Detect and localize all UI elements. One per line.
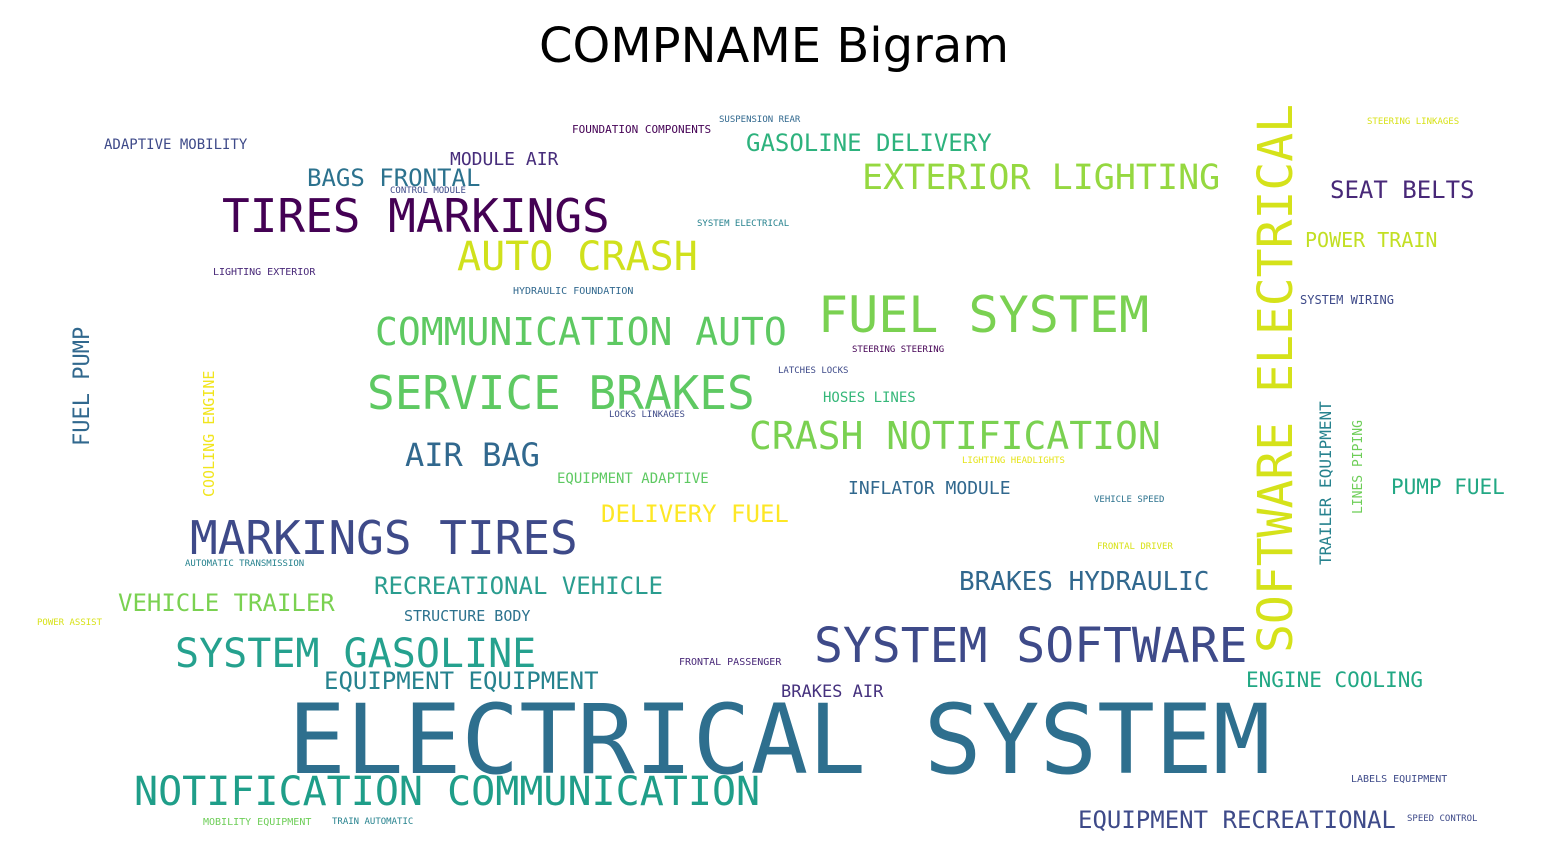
word-hoses-lines: HOSES LINES: [823, 390, 916, 406]
word-markings-tires: MARKINGS TIRES: [190, 511, 578, 565]
word-engine-cooling: ENGINE COOLING: [1246, 668, 1424, 692]
chart-title: COMPNAME Bigram: [538, 18, 1010, 74]
word-equipment-recreational: EQUIPMENT RECREATIONAL: [1078, 806, 1396, 834]
word-brakes-air: BRAKES AIR: [781, 682, 884, 702]
word-steering-linkages: STEERING LINKAGES: [1367, 117, 1460, 127]
word-system-wiring: SYSTEM WIRING: [1300, 293, 1394, 307]
word-vehicle-trailer: VEHICLE TRAILER: [118, 589, 335, 617]
word-mobility-equipment: MOBILITY EQUIPMENT: [203, 817, 312, 828]
word-frontal-driver: FRONTAL DRIVER: [1097, 542, 1173, 552]
word-hydraulic-foundation: HYDRAULIC FOUNDATION: [513, 286, 634, 297]
word-service-brakes: SERVICE BRAKES: [367, 366, 755, 420]
word-cooling-engine: COOLING ENGINE: [200, 370, 218, 497]
word-control-module: CONTROL MODULE: [390, 186, 466, 196]
word-equipment-equipment: EQUIPMENT EQUIPMENT: [324, 667, 599, 695]
word-steering-steering: STEERING STEERING: [852, 345, 945, 355]
word-vehicle-speed: VEHICLE SPEED: [1094, 495, 1165, 505]
word-exterior-lighting: EXTERIOR LIGHTING: [862, 158, 1221, 198]
word-structure-body: STRUCTURE BODY: [404, 607, 531, 625]
word-system-software: SYSTEM SOFTWARE: [814, 618, 1248, 674]
word-speed-control: SPEED CONTROL: [1407, 814, 1478, 824]
word-labels-equipment: LABELS EQUIPMENT: [1351, 774, 1448, 785]
word-trailer-equipment: TRAILER EQUIPMENT: [1316, 401, 1335, 565]
word-foundation-components: FOUNDATION COMPONENTS: [572, 123, 712, 136]
word-auto-crash: AUTO CRASH: [457, 234, 698, 280]
word-equipment-adaptive: EQUIPMENT ADAPTIVE: [557, 471, 709, 487]
word-frontal-passenger: FRONTAL PASSENGER: [679, 657, 782, 668]
word-automatic-transmission: AUTOMATIC TRANSMISSION: [185, 559, 305, 569]
word-power-assist: POWER ASSIST: [37, 618, 103, 628]
word-lighting-headlights: LIGHTING HEADLIGHTS: [962, 456, 1065, 466]
word-locks-linkages: LOCKS LINKAGES: [609, 410, 685, 420]
word-train-automatic: TRAIN AUTOMATIC: [332, 817, 414, 827]
word-pump-fuel: PUMP FUEL: [1391, 475, 1505, 499]
word-tires-markings: TIRES MARKINGS: [222, 189, 610, 243]
word-power-train: POWER TRAIN: [1305, 228, 1438, 252]
word-lines-piping: LINES PIPING: [1351, 420, 1366, 514]
word-system-gasoline: SYSTEM GASOLINE: [175, 631, 537, 677]
word-gasoline-delivery: GASOLINE DELIVERY: [746, 129, 992, 157]
word-system-electrical: SYSTEM ELECTRICAL: [697, 219, 790, 229]
word-notification-communication: NOTIFICATION COMMUNICATION: [134, 769, 761, 815]
word-latches-locks: LATCHES LOCKS: [778, 366, 849, 376]
word-crash-notification: CRASH NOTIFICATION: [749, 414, 1161, 458]
word-recreational-vehicle: RECREATIONAL VEHICLE: [374, 572, 663, 600]
word-communication-auto: COMMUNICATION AUTO: [375, 310, 787, 354]
word-suspension-rear: SUSPENSION REAR: [719, 115, 801, 125]
word-inflator-module: INFLATOR MODULE: [848, 478, 1011, 499]
word-module-air: MODULE AIR: [450, 149, 559, 170]
word-lighting-exterior: LIGHTING EXTERIOR: [213, 267, 316, 278]
word-air-bag: AIR BAG: [405, 436, 540, 474]
word-software-electrical: SOFTWARE ELECTRICAL: [1248, 103, 1304, 653]
word-adaptive-mobility: ADAPTIVE MOBILITY: [104, 137, 248, 153]
word-electrical-system: ELECTRICAL SYSTEM: [288, 684, 1271, 796]
word-delivery-fuel: DELIVERY FUEL: [601, 500, 789, 528]
word-brakes-hydraulic: BRAKES HYDRAULIC: [959, 567, 1210, 597]
word-fuel-pump: FUEL PUMP: [70, 326, 95, 446]
word-fuel-system: FUEL SYSTEM: [818, 286, 1150, 344]
word-seat-belts: SEAT BELTS: [1330, 176, 1475, 204]
word-bags-frontal: BAGS FRONTAL: [307, 164, 481, 192]
